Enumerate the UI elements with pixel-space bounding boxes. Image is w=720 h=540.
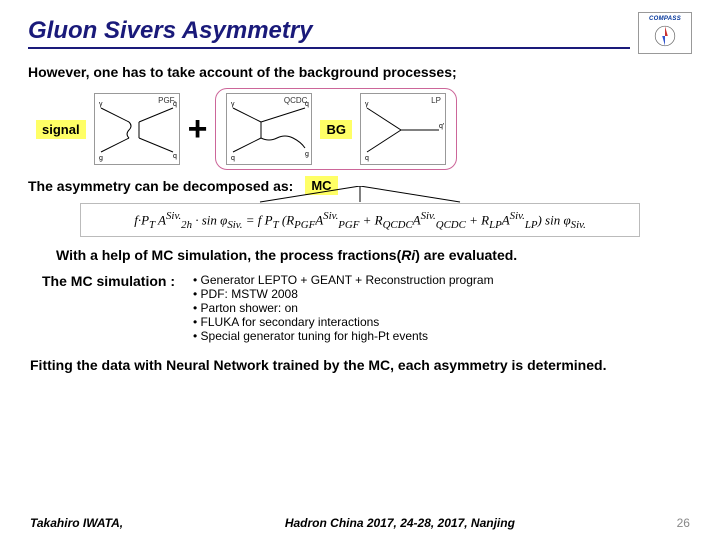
signal-label: signal xyxy=(36,120,86,139)
page-title: Gluon Sivers Asymmetry xyxy=(28,17,630,49)
feynman-lp: LP γ q q' xyxy=(360,93,446,165)
fit-text: Fitting the data with Neural Network tra… xyxy=(30,357,690,373)
svg-text:γ: γ xyxy=(365,101,369,108)
compass-icon xyxy=(651,22,679,50)
list-item: Parton shower: on xyxy=(193,301,494,315)
compass-logo: COMPASS xyxy=(638,12,692,54)
bg-label: BG xyxy=(320,120,352,139)
list-item: PDF: MSTW 2008 xyxy=(193,287,494,301)
bg-group: QCDC γ q q g BG LP γ q q' xyxy=(215,88,457,170)
mc-arrows-icon xyxy=(230,186,490,204)
list-item: Generator LEPTO + GEANT + Reconstruction… xyxy=(193,273,494,287)
svg-text:q: q xyxy=(173,153,177,160)
qcdc-label: QCDC xyxy=(284,96,308,105)
svg-text:q': q' xyxy=(439,123,444,130)
plus-sign: + xyxy=(188,110,208,149)
svg-text:γ: γ xyxy=(99,101,103,108)
svg-text:g: g xyxy=(305,151,309,158)
svg-text:γ: γ xyxy=(231,101,235,108)
equation-text: f·PT ASiv.2h · sin φSiv. = f PT (RPGFASi… xyxy=(134,210,586,231)
svg-text:q: q xyxy=(231,155,235,162)
intro-text: However, one has to take account of the … xyxy=(28,64,692,80)
feynman-qcdc: QCDC γ q q g xyxy=(226,93,312,165)
mc-help-text: With a help of MC simulation, the proces… xyxy=(56,247,692,263)
footer: Takahiro IWATA, Hadron China 2017, 24-28… xyxy=(0,516,720,530)
svg-text:q: q xyxy=(365,155,369,162)
pgf-label: PGF xyxy=(158,96,174,105)
diagram-row: signal PGF γ g q̄ q + QCDC γ q xyxy=(36,88,692,170)
equation: f·PT ASiv.2h · sin φSiv. = f PT (RPGFASi… xyxy=(80,203,640,237)
list-item: Special generator tuning for high-Pt eve… xyxy=(193,329,494,343)
mc-bullet-list: Generator LEPTO + GEANT + Reconstruction… xyxy=(193,273,494,343)
lp-label: LP xyxy=(431,96,441,105)
list-item: FLUKA for secondary interactions xyxy=(193,315,494,329)
footer-conference: Hadron China 2017, 24-28, 2017, Nanjing xyxy=(285,516,515,530)
feynman-pgf: PGF γ g q̄ q xyxy=(94,93,180,165)
mc-sim-label: The MC simulation : xyxy=(42,273,175,343)
svg-text:g: g xyxy=(99,155,103,162)
footer-author: Takahiro IWATA, xyxy=(30,516,123,530)
page-number: 26 xyxy=(677,516,690,530)
